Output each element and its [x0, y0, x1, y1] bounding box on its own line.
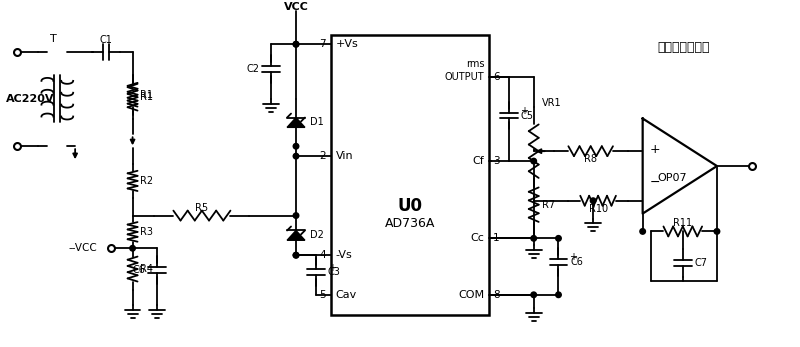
Circle shape — [556, 236, 562, 241]
Text: 6: 6 — [493, 72, 500, 82]
Circle shape — [294, 213, 298, 218]
Text: D1: D1 — [310, 118, 324, 127]
Text: --VCC: --VCC — [68, 243, 97, 253]
Circle shape — [640, 229, 646, 234]
Text: R10: R10 — [589, 204, 608, 214]
Text: +: + — [520, 105, 528, 116]
Text: 4: 4 — [319, 250, 326, 260]
Circle shape — [531, 292, 537, 298]
Text: C1: C1 — [99, 35, 112, 45]
Text: R5: R5 — [195, 203, 209, 213]
Circle shape — [714, 229, 720, 234]
Circle shape — [130, 245, 135, 251]
Text: OUTPUT: OUTPUT — [445, 72, 484, 82]
Text: 8: 8 — [493, 290, 500, 300]
Text: +: + — [570, 252, 578, 262]
Circle shape — [294, 252, 298, 258]
Text: C5: C5 — [521, 111, 534, 120]
Text: VR1: VR1 — [542, 98, 562, 108]
Text: 有效值直流输出: 有效值直流输出 — [658, 41, 710, 54]
Text: R2: R2 — [141, 176, 154, 186]
Text: +: + — [328, 263, 336, 273]
Text: C6: C6 — [570, 257, 583, 267]
Circle shape — [556, 292, 562, 298]
Text: 2: 2 — [319, 151, 326, 161]
Polygon shape — [642, 118, 717, 214]
Text: C6: C6 — [133, 265, 146, 275]
Text: OP07: OP07 — [658, 173, 687, 183]
Circle shape — [531, 236, 537, 241]
Circle shape — [294, 143, 298, 149]
Text: Cf: Cf — [473, 156, 484, 166]
Text: U0: U0 — [398, 197, 422, 215]
Text: 7: 7 — [319, 39, 326, 49]
Text: AD736A: AD736A — [385, 217, 435, 230]
Bar — [330, 35, 489, 315]
Text: R1: R1 — [141, 90, 154, 100]
Text: Vin: Vin — [336, 151, 354, 161]
Text: rms: rms — [466, 59, 484, 69]
Text: -Vs: -Vs — [336, 250, 352, 260]
Text: AC220V: AC220V — [6, 94, 54, 104]
Circle shape — [294, 41, 298, 47]
Text: R4: R4 — [141, 264, 154, 274]
Circle shape — [590, 198, 596, 203]
Text: COM: COM — [458, 290, 484, 300]
Text: T: T — [50, 34, 57, 44]
Polygon shape — [287, 118, 305, 127]
Text: C7: C7 — [694, 258, 708, 268]
Text: R11: R11 — [674, 219, 692, 228]
Text: +: + — [650, 143, 660, 156]
Text: VCC: VCC — [283, 2, 309, 11]
Text: −: − — [650, 176, 660, 189]
Text: R7: R7 — [542, 200, 554, 210]
Circle shape — [294, 252, 298, 258]
Text: Cav: Cav — [336, 290, 357, 300]
Polygon shape — [287, 230, 305, 240]
Text: C3: C3 — [328, 267, 341, 277]
Text: 3: 3 — [493, 156, 500, 166]
Circle shape — [294, 41, 298, 47]
Text: 5: 5 — [319, 290, 326, 300]
Text: R3: R3 — [141, 227, 154, 237]
Text: 1: 1 — [493, 233, 500, 243]
Text: D2: D2 — [310, 230, 324, 240]
Text: Cc: Cc — [470, 233, 484, 243]
Text: R8: R8 — [584, 154, 597, 164]
Text: C2: C2 — [246, 64, 259, 74]
Circle shape — [294, 153, 298, 159]
Text: R1: R1 — [141, 92, 154, 102]
Circle shape — [531, 158, 537, 164]
Text: +Vs: +Vs — [336, 39, 358, 49]
